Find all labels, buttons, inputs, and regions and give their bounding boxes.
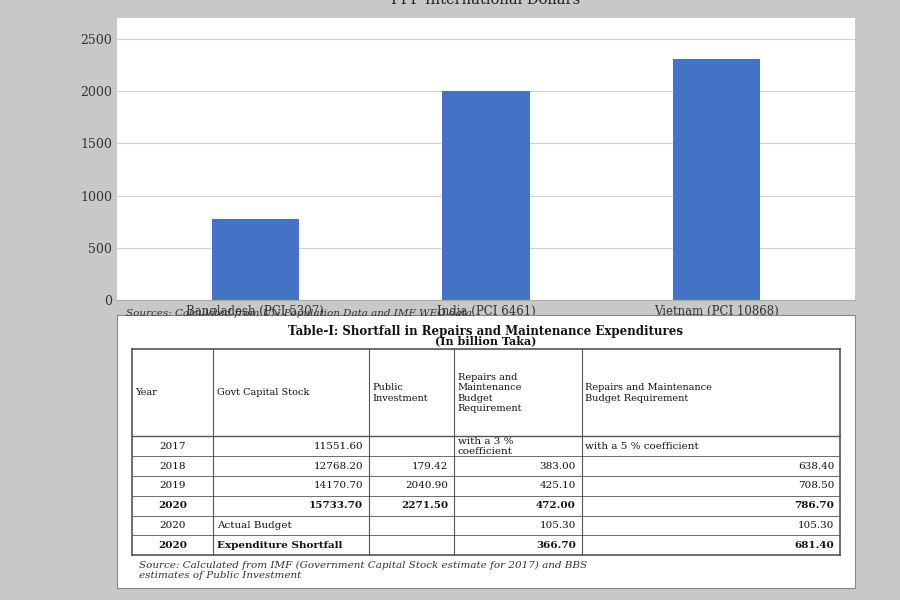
Text: 2019: 2019 (159, 481, 185, 490)
Text: 2020: 2020 (159, 521, 185, 530)
Text: 2040.90: 2040.90 (405, 481, 448, 490)
Text: Public
Investment: Public Investment (373, 383, 428, 403)
Text: 15733.70: 15733.70 (309, 501, 364, 510)
Text: 105.30: 105.30 (798, 521, 834, 530)
Text: 638.40: 638.40 (798, 461, 834, 470)
Text: with a 3 %
coefficient: with a 3 % coefficient (458, 437, 513, 456)
Text: 2020: 2020 (158, 501, 187, 510)
Text: (In billion Taka): (In billion Taka) (436, 335, 536, 346)
Text: Repairs and Maintenance
Budget Requirement: Repairs and Maintenance Budget Requireme… (585, 383, 712, 403)
Text: 105.30: 105.30 (539, 521, 576, 530)
Text: 786.70: 786.70 (795, 501, 834, 510)
Text: 2271.50: 2271.50 (401, 501, 448, 510)
Bar (673, 59, 760, 300)
Text: Expenditure Shortfall: Expenditure Shortfall (217, 541, 342, 550)
Text: 12768.20: 12768.20 (313, 461, 364, 470)
Text: 708.50: 708.50 (798, 481, 834, 490)
Text: Govt Capital Stock: Govt Capital Stock (217, 388, 310, 397)
Text: 179.42: 179.42 (412, 461, 448, 470)
Text: 2018: 2018 (159, 461, 185, 470)
Text: Table-I: Shortfall in Repairs and Maintenance Expenditures: Table-I: Shortfall in Repairs and Mainte… (289, 325, 683, 338)
Text: 11551.60: 11551.60 (313, 442, 364, 451)
Bar (442, 91, 530, 300)
Text: Source: Calculated from IMF (Government Capital Stock estimate for 2017) and BBS: Source: Calculated from IMF (Government … (140, 560, 588, 580)
Text: 366.70: 366.70 (536, 541, 576, 550)
Text: 2020: 2020 (158, 541, 187, 550)
Text: Repairs and
Maintenance
Budget
Requirement: Repairs and Maintenance Budget Requireme… (458, 373, 522, 413)
Text: Actual Budget: Actual Budget (217, 521, 292, 530)
Text: 2017: 2017 (159, 442, 185, 451)
Text: Year: Year (135, 388, 158, 397)
Text: 681.40: 681.40 (795, 541, 834, 550)
Text: with a 5 % coefficient: with a 5 % coefficient (585, 442, 699, 451)
Text: 383.00: 383.00 (539, 461, 576, 470)
Bar (212, 219, 299, 300)
Title: Table 1: Public Expenditures Per Capita in 2020,
PPP International Dollars: Table 1: Public Expenditures Per Capita … (305, 0, 667, 7)
Text: 14170.70: 14170.70 (313, 481, 364, 490)
Text: 472.00: 472.00 (536, 501, 576, 510)
Text: 425.10: 425.10 (539, 481, 576, 490)
Text: Sources: Calculated from UN Population Data and IMF WEO data.: Sources: Calculated from UN Population D… (126, 309, 475, 318)
